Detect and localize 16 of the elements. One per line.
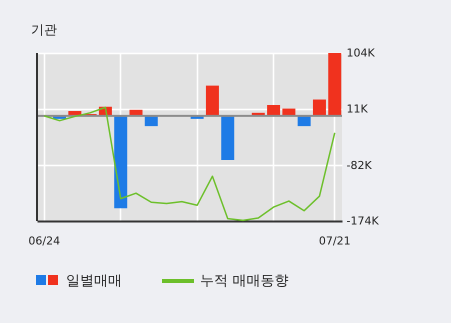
x-tick-label: 07/21 — [318, 234, 351, 248]
x-tick-label: 06/24 — [28, 234, 60, 248]
legend-label: 일별매매 — [66, 272, 122, 290]
line-series — [44, 106, 336, 222]
y-tick-label: -174K — [346, 214, 380, 228]
legend-label: 누적 매매동향 — [200, 272, 288, 290]
y-tick-label: -82K — [346, 158, 372, 172]
y-tick-label: 11K — [346, 102, 368, 116]
y-tick-label: 104K — [346, 46, 376, 60]
bar — [221, 116, 234, 160]
bar — [328, 53, 342, 116]
bar — [267, 104, 280, 116]
chart-title: 기관 — [31, 23, 57, 38]
bar — [206, 86, 219, 116]
bar — [312, 100, 326, 116]
bar — [114, 116, 128, 208]
